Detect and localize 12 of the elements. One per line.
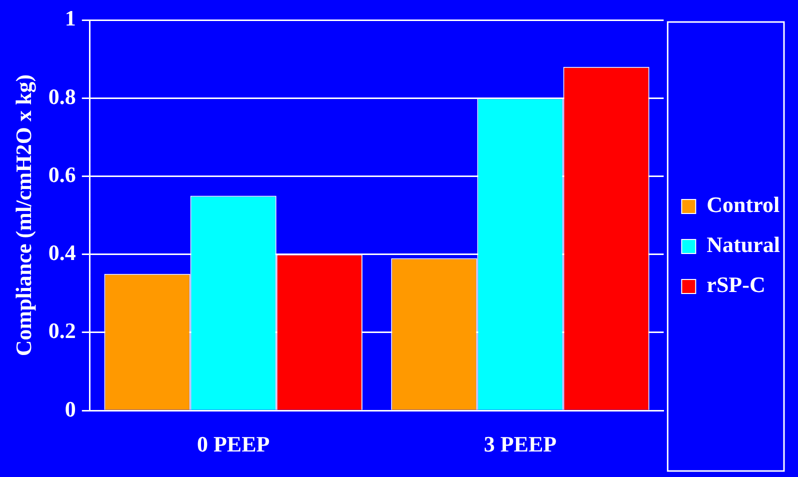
y-tick-label: 0.2 (48, 318, 76, 344)
y-tick-label: 0.8 (48, 84, 76, 109)
y-tick-label: 0.6 (48, 162, 76, 187)
x-tick-label: 3 PEEP (484, 431, 557, 456)
y-tick-label: 0 (64, 396, 76, 422)
legend-label: rSP-C (706, 272, 766, 298)
y-tick-label: 0.4 (48, 240, 76, 266)
legend-label: Natural (706, 232, 780, 258)
y-axis-title: Compliance (ml/cmH2O x kg) (10, 74, 36, 356)
x-tick-label: 0 PEEP (196, 431, 270, 456)
y-tick-label: 1 (64, 6, 76, 31)
legend-label: Control (706, 192, 780, 218)
